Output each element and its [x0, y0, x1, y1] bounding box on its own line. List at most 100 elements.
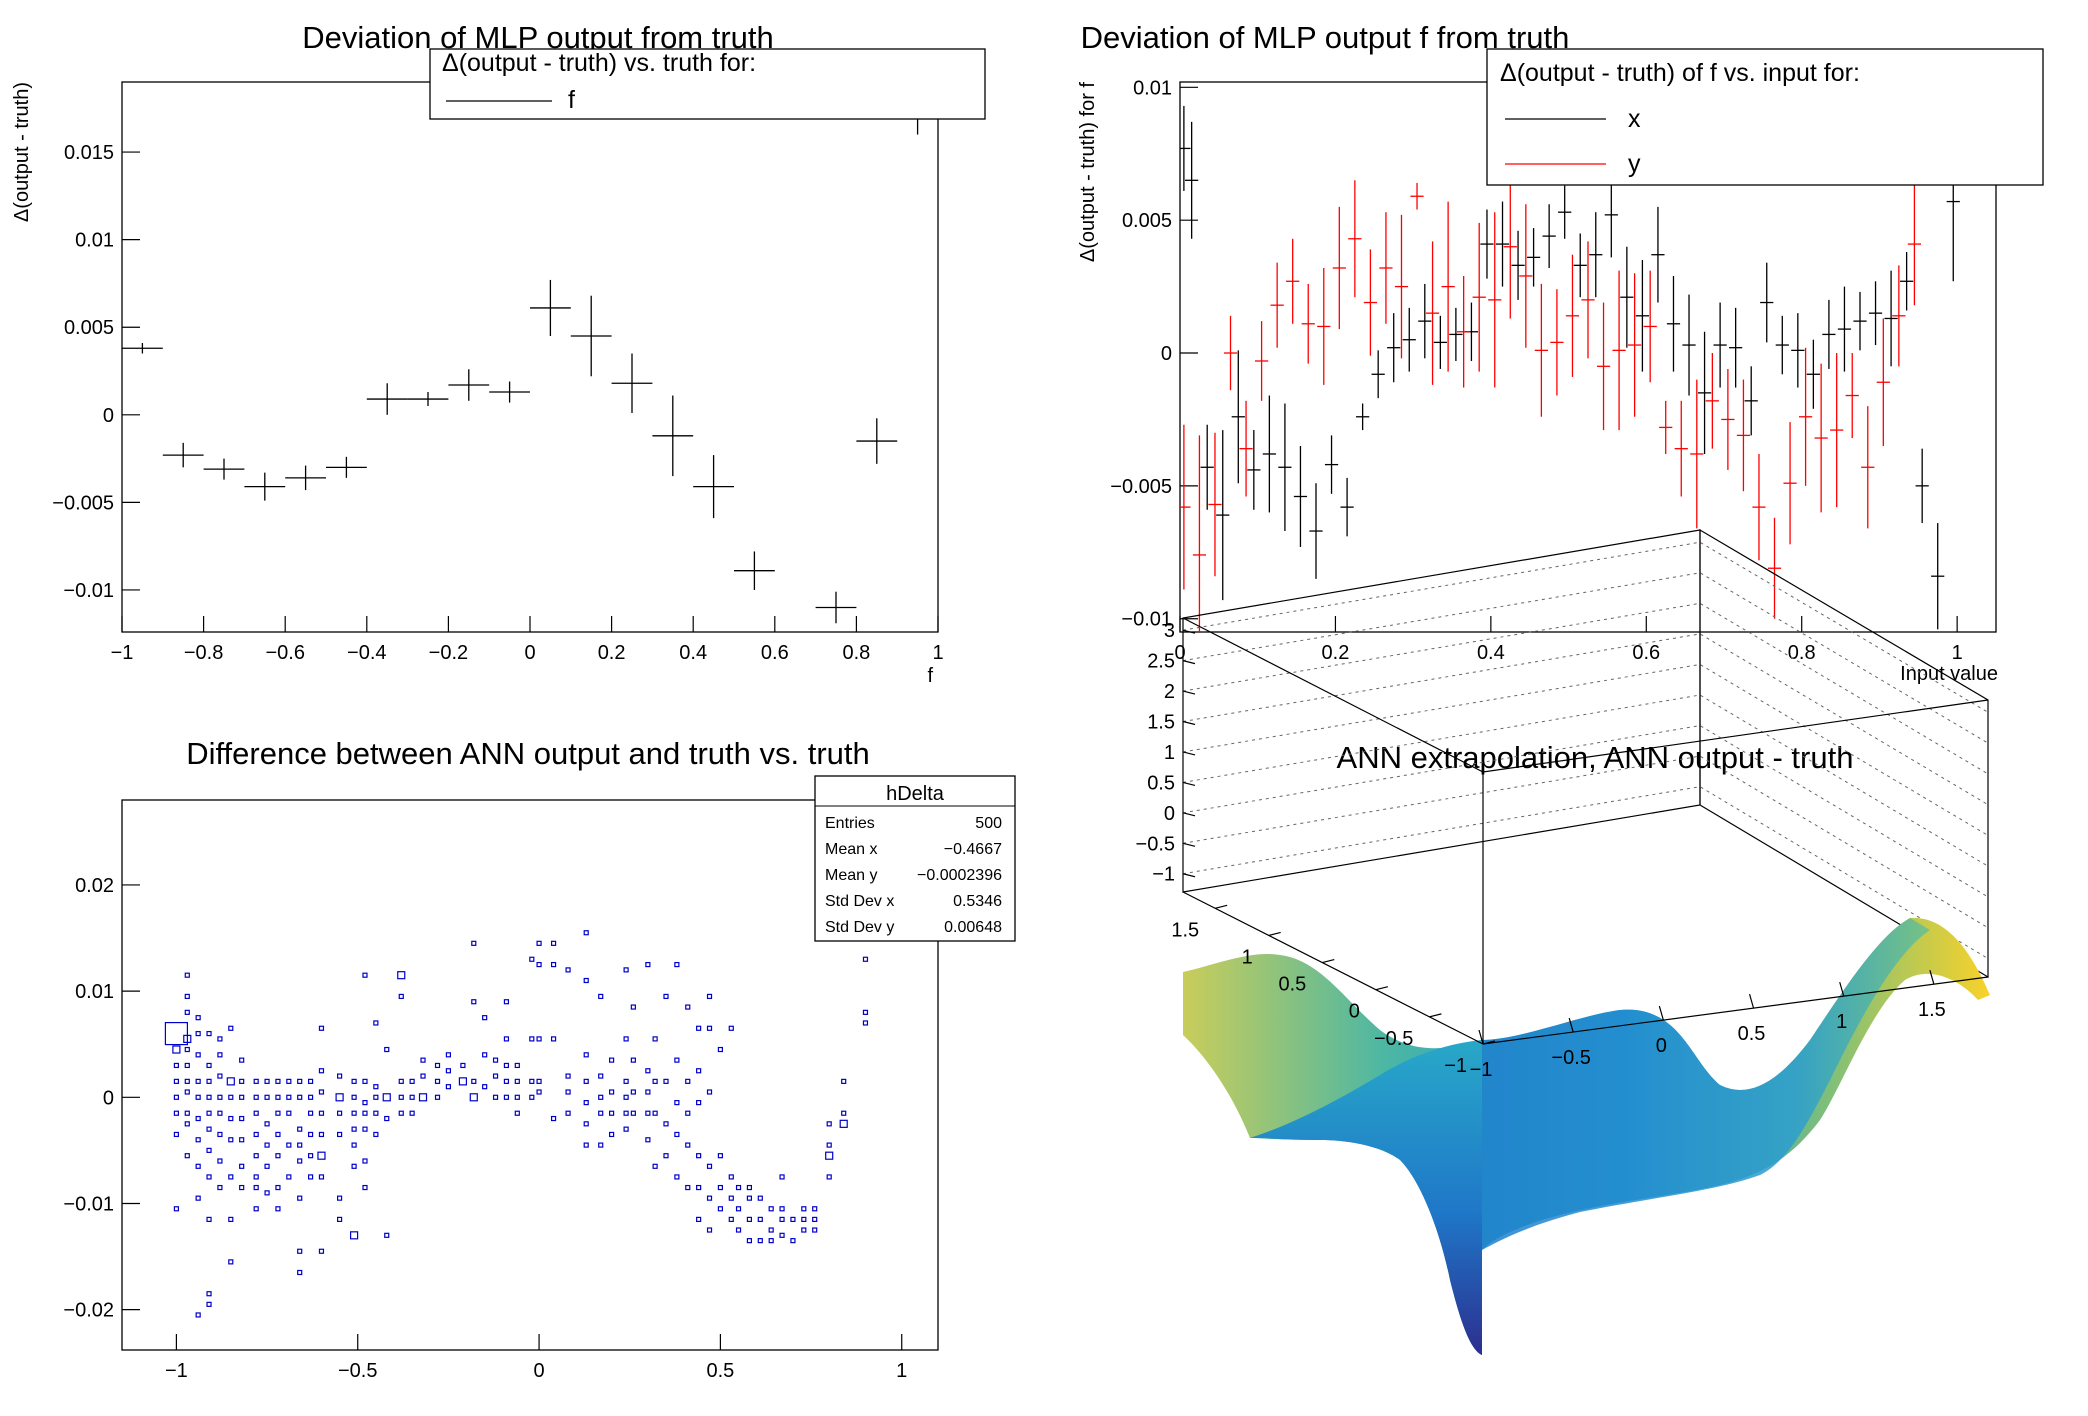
p2-y-point-44	[1861, 406, 1875, 529]
p3-cell-42	[217, 1073, 223, 1079]
p3-stats-label-0: Entries	[825, 815, 875, 832]
p3-cell-98	[307, 1094, 314, 1100]
p2-y-point-20	[1488, 212, 1502, 388]
p3-cell-50	[228, 1094, 234, 1100]
p4-ztick-label-3: 0.5	[1147, 772, 1175, 794]
p1-ytick-label-3: 0.005	[64, 317, 114, 339]
p4-ztick-2	[1182, 812, 1196, 817]
p3-cell-279	[779, 1216, 785, 1223]
p2-y-point-11	[1348, 180, 1362, 298]
p3-cell-128	[362, 1126, 368, 1132]
p2-x-point-13	[1371, 350, 1385, 399]
p3-cell-144	[398, 1110, 404, 1116]
p3-cell-261	[728, 1174, 734, 1180]
p2-x-point-1	[1185, 121, 1199, 239]
p2-y-point-45	[1876, 318, 1890, 447]
p3-cell-280	[779, 1232, 785, 1238]
p3-cell-233	[663, 1153, 669, 1159]
p4-ytick-label-4: 1	[1242, 946, 1253, 968]
p3-cell-164	[482, 1052, 488, 1058]
p3-cell-105	[318, 1089, 325, 1095]
p3-cell-276	[768, 1238, 774, 1244]
p3-cell-93	[297, 1158, 303, 1164]
p3-cell-113	[337, 1110, 343, 1116]
p3-cell-201	[583, 1142, 589, 1148]
p4-ztick-label-7: 2.5	[1147, 651, 1175, 673]
p2-ytick-label-2: 0	[1161, 343, 1172, 365]
p2-x-point-3	[1216, 430, 1230, 601]
p3-cell-255	[706, 1227, 713, 1233]
p4-ytick-label-0: −1	[1444, 1055, 1467, 1077]
p3-cell-142	[398, 1078, 404, 1084]
p4-ytick-label-1: −0.5	[1374, 1028, 1413, 1050]
p3-cell-224	[645, 1110, 651, 1116]
p1-f-point-2	[203, 458, 245, 480]
p4-gridline-8	[1182, 541, 1989, 713]
p3-cell-241	[685, 1110, 691, 1116]
p3-cell-281	[790, 1216, 796, 1223]
p4-xtick-2	[1658, 1005, 1664, 1021]
p2-x-point-37	[1744, 366, 1758, 436]
p2-y-point-22	[1519, 204, 1533, 348]
p3-cell-5	[173, 1110, 179, 1116]
p4-xtick-5	[1929, 970, 1935, 985]
p3-cell-213	[623, 1078, 629, 1084]
p3-cell-7	[173, 1206, 179, 1212]
p2-x-point-35	[1713, 302, 1727, 388]
p3-cell-3	[173, 1078, 179, 1084]
p3-cell-231	[663, 1078, 669, 1084]
p3-ytick-label-2: 0	[103, 1087, 114, 1109]
p3-cell-218	[630, 1057, 636, 1063]
p3-cell-21	[195, 1052, 201, 1058]
p3-cell-202	[598, 993, 604, 1000]
p3-cell-226	[652, 1036, 658, 1042]
p4-ytick-2	[1375, 986, 1389, 991]
p3-cell-121	[351, 1142, 357, 1148]
p3-cell-74	[264, 1142, 270, 1148]
p3-cell-154	[445, 1052, 451, 1058]
p2-x-point-18	[1449, 307, 1463, 361]
p3-cell-73	[264, 1121, 270, 1127]
p2-x-point-2	[1200, 424, 1214, 510]
p1-f-point-14	[693, 455, 734, 519]
panel-1-ylabel: Δ(output - truth)	[11, 82, 33, 222]
p2-x-point-39	[1775, 315, 1789, 375]
p1-ytick-label-2: 0	[103, 405, 114, 427]
panel-1-legend-entry-f: f	[568, 86, 575, 114]
p3-cell-265	[735, 1206, 742, 1212]
p3-cell-27	[195, 1195, 201, 1201]
p3-cell-208	[608, 1089, 615, 1095]
panel-3-title: Difference between ANN output and truth …	[186, 736, 870, 771]
p4-xtick-label-0: −1	[1470, 1059, 1493, 1081]
p4-edge-front-right	[1482, 976, 1989, 1045]
p3-cell-71	[264, 1078, 270, 1084]
p3-cell-222	[645, 1068, 651, 1074]
p1-f-point-12	[611, 353, 653, 414]
p3-cell-245	[696, 1068, 702, 1074]
p3-cell-275	[768, 1227, 774, 1233]
p4-ztick-label-2: 0	[1164, 803, 1175, 825]
p4-ytick-label-3: 0.5	[1278, 974, 1306, 996]
panel-4-surface-right	[1482, 918, 1930, 1250]
p3-cell-298	[862, 1020, 869, 1026]
p1-f-point-10	[530, 279, 571, 336]
p3-cell-228	[652, 1110, 658, 1116]
p3-cell-28	[195, 1312, 201, 1318]
p2-y-point-13	[1379, 212, 1393, 324]
p3-cell-1	[172, 1045, 181, 1054]
p3-cell-163	[482, 1015, 488, 1021]
p3-cell-197	[583, 1052, 589, 1058]
p2-ytick-label-4: 0.01	[1133, 77, 1172, 99]
p1-f-point-17	[815, 591, 857, 624]
p3-cell-229	[652, 1163, 658, 1169]
p1-f-point-1	[162, 442, 204, 468]
p2-y-point-21	[1503, 174, 1517, 319]
p4-xtick-label-4: 1	[1836, 1011, 1847, 1033]
p4-ztick-label-1: −0.5	[1136, 833, 1175, 855]
p3-cell-243	[685, 1184, 691, 1191]
p2-x-point-14	[1387, 313, 1401, 383]
p4-ztick-label-4: 1	[1164, 742, 1175, 764]
p2-x-point-17	[1433, 315, 1447, 369]
p3-cell-92	[297, 1142, 303, 1148]
p3-cell-271	[757, 1195, 763, 1201]
